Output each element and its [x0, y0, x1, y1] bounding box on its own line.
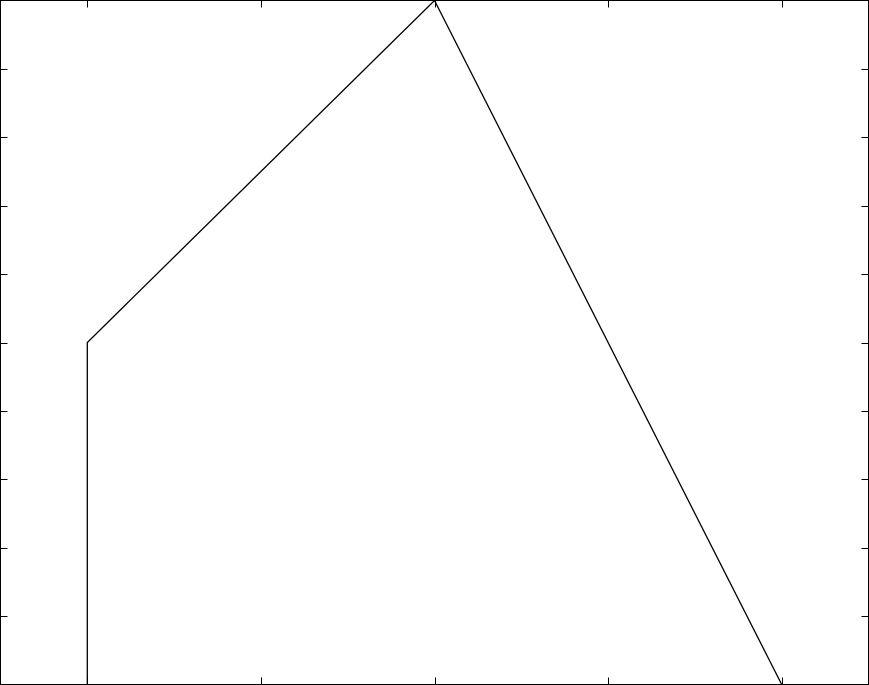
series-layer [86, 0, 783, 685]
series-line-1 [86, 0, 783, 685]
